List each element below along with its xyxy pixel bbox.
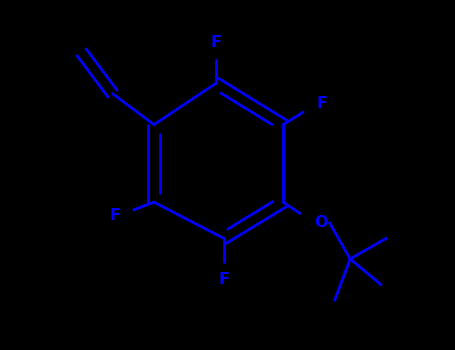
Text: F: F [317, 97, 328, 112]
Text: F: F [218, 272, 229, 287]
Text: F: F [210, 35, 222, 50]
Text: O: O [314, 215, 328, 230]
Text: F: F [109, 208, 120, 223]
